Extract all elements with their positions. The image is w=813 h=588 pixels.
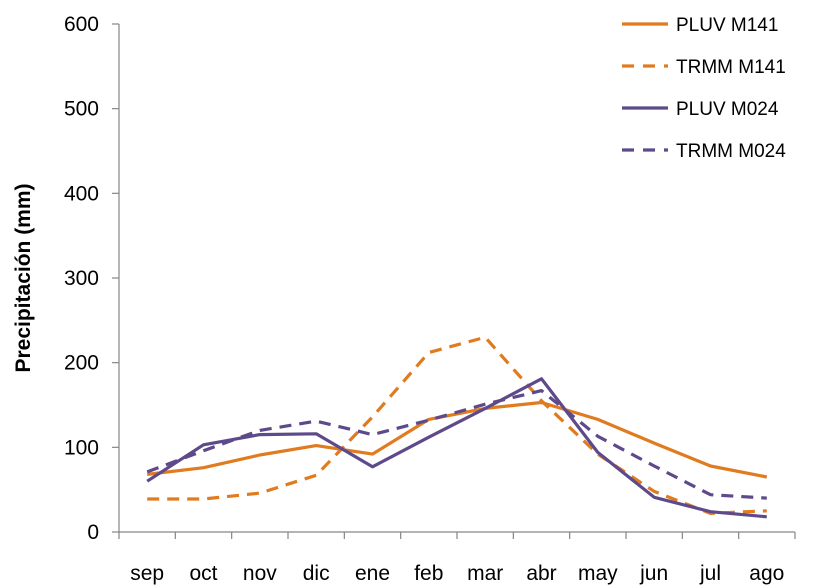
- y-tick-label: 400: [64, 182, 99, 205]
- legend: PLUV M141 TRMM M141 PLUV M024 TRMM M024: [622, 15, 786, 162]
- legend-label: TRMM M024: [676, 141, 786, 162]
- series-line-trmm-m141: [147, 335, 767, 515]
- y-tick-label: 600: [64, 13, 99, 36]
- legend-label: TRMM M141: [676, 57, 786, 78]
- legend-label: PLUV M024: [676, 99, 779, 120]
- y-tick-label: 0: [87, 521, 99, 544]
- x-tick-label: feb: [414, 562, 443, 585]
- x-tick-label: nov: [243, 562, 277, 585]
- x-tick-label: jun: [639, 562, 668, 585]
- x-axis-ticks: sep oct nov dic ene feb mar abr may jun jul ago: [118, 532, 796, 585]
- x-tick-label: dic: [303, 562, 330, 585]
- x-tick-label: abr: [526, 562, 556, 585]
- series-line-pluv-m024: [146, 377, 767, 519]
- x-tick-label: may: [578, 562, 618, 585]
- y-axis-title: Precipitación (mm): [12, 183, 35, 372]
- series-line-trmm-m024: [146, 389, 767, 500]
- x-tick-label: ago: [749, 562, 784, 585]
- legend-label: PLUV M141: [676, 15, 778, 36]
- x-tick-label: oct: [189, 562, 217, 585]
- y-axis-ticks: 0 100 200 300 400 500 600: [64, 13, 119, 544]
- y-tick-label: 200: [64, 352, 99, 375]
- x-tick-label: mar: [467, 562, 503, 585]
- series-group: [146, 335, 768, 519]
- y-tick-label: 500: [64, 98, 99, 121]
- y-tick-label: 300: [64, 267, 99, 290]
- x-tick-label: sep: [130, 562, 164, 585]
- x-tick-label: ene: [355, 562, 390, 585]
- x-tick-label: jul: [699, 562, 721, 585]
- y-tick-label: 100: [64, 436, 99, 459]
- series-line-pluv-m141: [147, 400, 768, 479]
